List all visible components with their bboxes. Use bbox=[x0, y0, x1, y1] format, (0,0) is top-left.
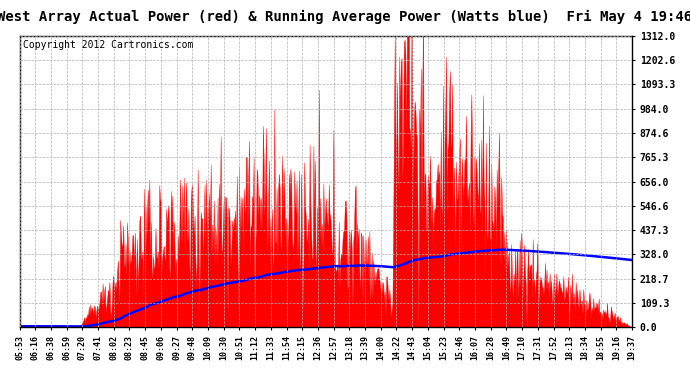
Text: West Array Actual Power (red) & Running Average Power (Watts blue)  Fri May 4 19: West Array Actual Power (red) & Running … bbox=[0, 9, 690, 24]
Text: Copyright 2012 Cartronics.com: Copyright 2012 Cartronics.com bbox=[23, 40, 193, 50]
